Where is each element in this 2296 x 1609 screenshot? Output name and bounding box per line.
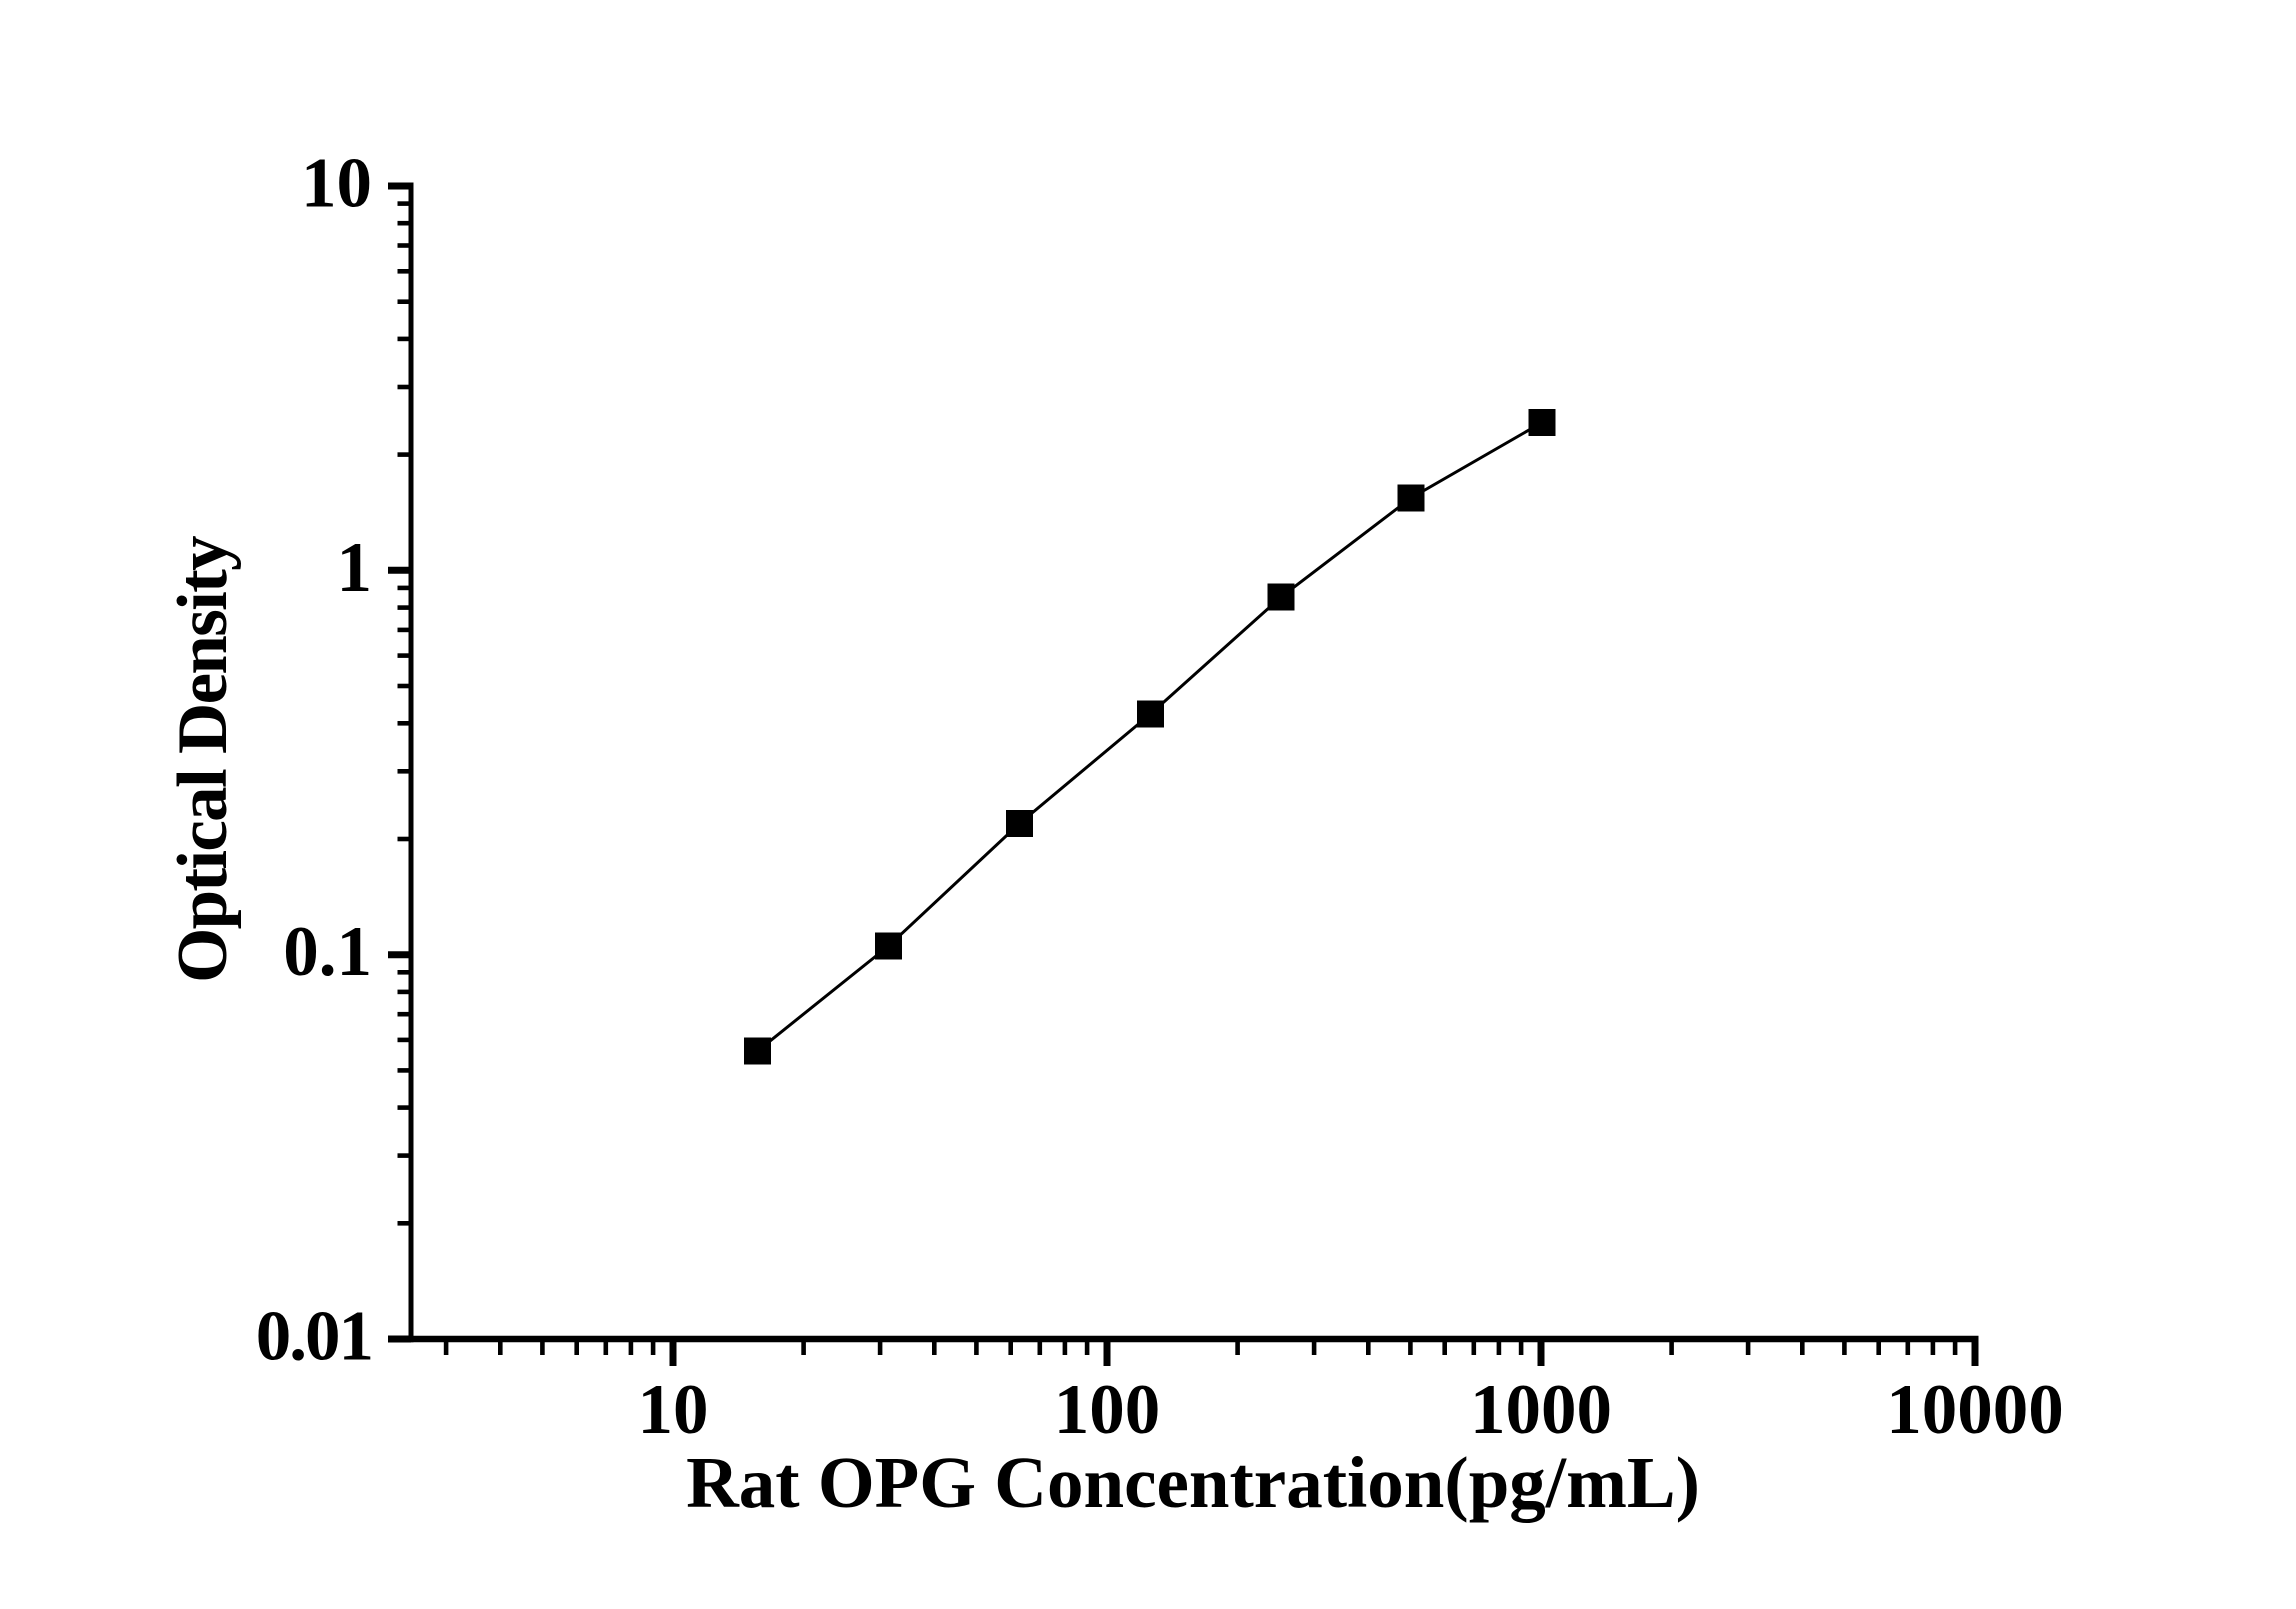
- svg-text:10000: 10000: [1886, 1371, 2064, 1449]
- svg-text:10: 10: [301, 145, 372, 223]
- svg-text:1: 1: [337, 529, 373, 607]
- svg-text:Optical Density: Optical Density: [164, 536, 242, 983]
- svg-text:100: 100: [1054, 1371, 1161, 1449]
- svg-text:0.1: 0.1: [283, 913, 372, 991]
- svg-text:1000: 1000: [1470, 1371, 1612, 1449]
- svg-text:10: 10: [638, 1371, 709, 1449]
- svg-text:Rat OPG Concentration(pg/mL): Rat OPG Concentration(pg/mL): [686, 1442, 1700, 1523]
- svg-text:0.01: 0.01: [256, 1298, 372, 1376]
